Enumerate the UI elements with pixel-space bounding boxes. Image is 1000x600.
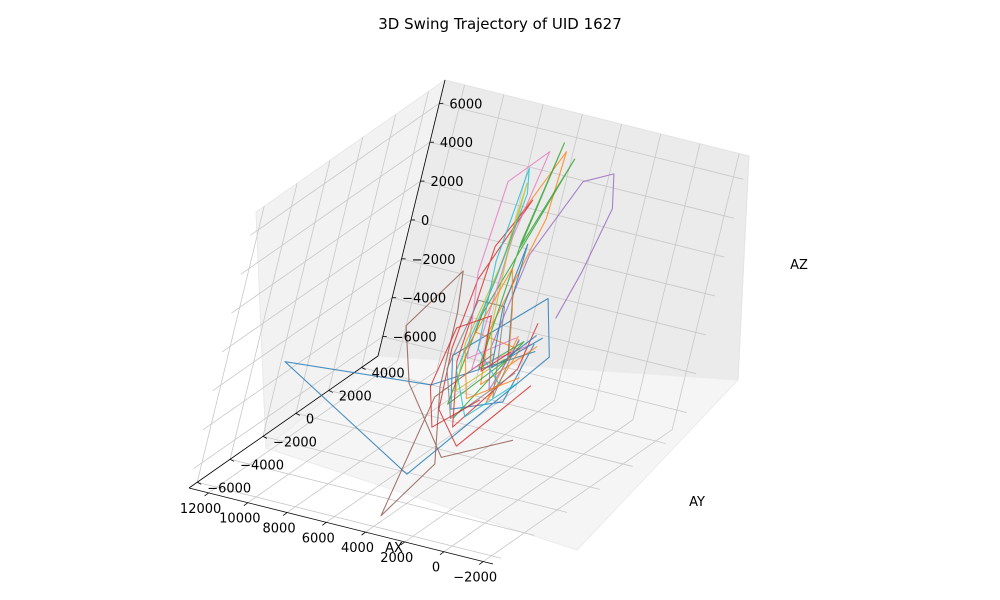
- y-gridline: [229, 458, 535, 536]
- x-gridline: [436, 94, 505, 371]
- y-gridline: [295, 413, 600, 490]
- x-gridline: [593, 133, 662, 411]
- y-gridline: [262, 435, 568, 513]
- trajectory-line-5: [488, 173, 615, 391]
- x-gridline: [554, 124, 622, 401]
- y-gridline: [197, 481, 502, 559]
- x-gridline: [397, 84, 466, 361]
- y-gridline: [196, 206, 265, 483]
- x-tick-label: 2000: [380, 551, 413, 566]
- y-tick-mark: [229, 458, 235, 462]
- x-gridline: [208, 360, 398, 494]
- x-tick-label: 0: [432, 561, 440, 576]
- trajectory-line-12: [464, 267, 520, 400]
- x-gridline: [482, 429, 673, 562]
- z-tick-label: 2000: [430, 175, 463, 190]
- x-tick-label: 6000: [302, 531, 335, 546]
- trajectory-line-4: [438, 199, 539, 447]
- x-gridline: [671, 153, 740, 430]
- trajectory-line-10: [455, 167, 530, 418]
- z-tick-label: 6000: [449, 97, 482, 112]
- x-gridline: [404, 409, 594, 543]
- x-gridline: [443, 419, 634, 553]
- x-tick-mark: [282, 512, 288, 516]
- y-gridline: [262, 160, 331, 437]
- x-tick-mark: [478, 561, 484, 565]
- trajectory-line-6: [380, 270, 514, 517]
- trajectory-line-8: [446, 299, 520, 419]
- y-tick-label: 0: [306, 412, 314, 427]
- x-tick-label: −2000: [453, 571, 497, 586]
- x-gridline: [326, 389, 516, 523]
- z-axis-label: AZ: [790, 258, 808, 273]
- y-tick-label: −2000: [273, 435, 317, 450]
- x-gridline: [286, 380, 477, 513]
- x-tick-label: 4000: [341, 541, 374, 556]
- y-gridline: [361, 367, 666, 444]
- y-gridline: [361, 91, 429, 368]
- tick-labels: −2000020004000600080001000012000−6000−40…: [180, 97, 497, 585]
- x-gridline: [365, 399, 555, 533]
- z-tick-label: −2000: [412, 253, 456, 268]
- axis-lines: [188, 79, 494, 565]
- x-tick-label: 12000: [180, 502, 221, 517]
- x-tick-mark: [204, 492, 209, 497]
- grid-lines: [193, 84, 744, 562]
- y-gridline: [328, 114, 397, 391]
- trajectory-line-13: [429, 315, 511, 428]
- trajectory-line-11: [491, 243, 544, 369]
- z-tick-label: −4000: [402, 292, 446, 307]
- x-gridline: [514, 114, 583, 391]
- x-tick-label: 8000: [263, 522, 296, 537]
- x-tick-mark: [400, 541, 405, 546]
- y-axis-line: [188, 355, 379, 489]
- x-axis-line: [188, 487, 494, 565]
- y-tick-mark: [295, 413, 301, 416]
- x-axis-label: AX: [385, 541, 403, 556]
- series-group: [284, 142, 615, 517]
- x-tick-mark: [322, 522, 327, 526]
- x-tick-mark: [439, 551, 445, 556]
- y-tick-mark: [361, 367, 366, 370]
- x-gridline: [247, 370, 438, 504]
- y-tick-label: −6000: [207, 481, 251, 496]
- y-axis-label: AY: [689, 495, 705, 510]
- y-tick-mark: [197, 481, 202, 485]
- y-gridline: [295, 137, 364, 414]
- x-tick-label: 10000: [219, 512, 260, 527]
- y-gridline: [229, 183, 298, 460]
- y-tick-label: −4000: [240, 458, 284, 473]
- chart-title: 3D Swing Trajectory of UID 1627: [378, 15, 622, 33]
- y-gridline: [328, 390, 633, 467]
- y-tick-label: 2000: [339, 389, 372, 404]
- y-tick-mark: [328, 390, 333, 393]
- y-tick-mark: [262, 435, 268, 439]
- z-axis-line: [377, 79, 446, 357]
- x-tick-mark: [361, 531, 366, 536]
- z-tick-label: 4000: [440, 136, 473, 151]
- z-tick-label: 0: [421, 214, 429, 229]
- z-tick-label: −6000: [393, 331, 437, 346]
- trajectory-line-9: [455, 182, 528, 392]
- y-tick-label: 4000: [372, 366, 405, 381]
- x-tick-mark: [243, 502, 249, 507]
- x-gridline: [632, 143, 701, 420]
- trajectory-line-3: [447, 142, 576, 419]
